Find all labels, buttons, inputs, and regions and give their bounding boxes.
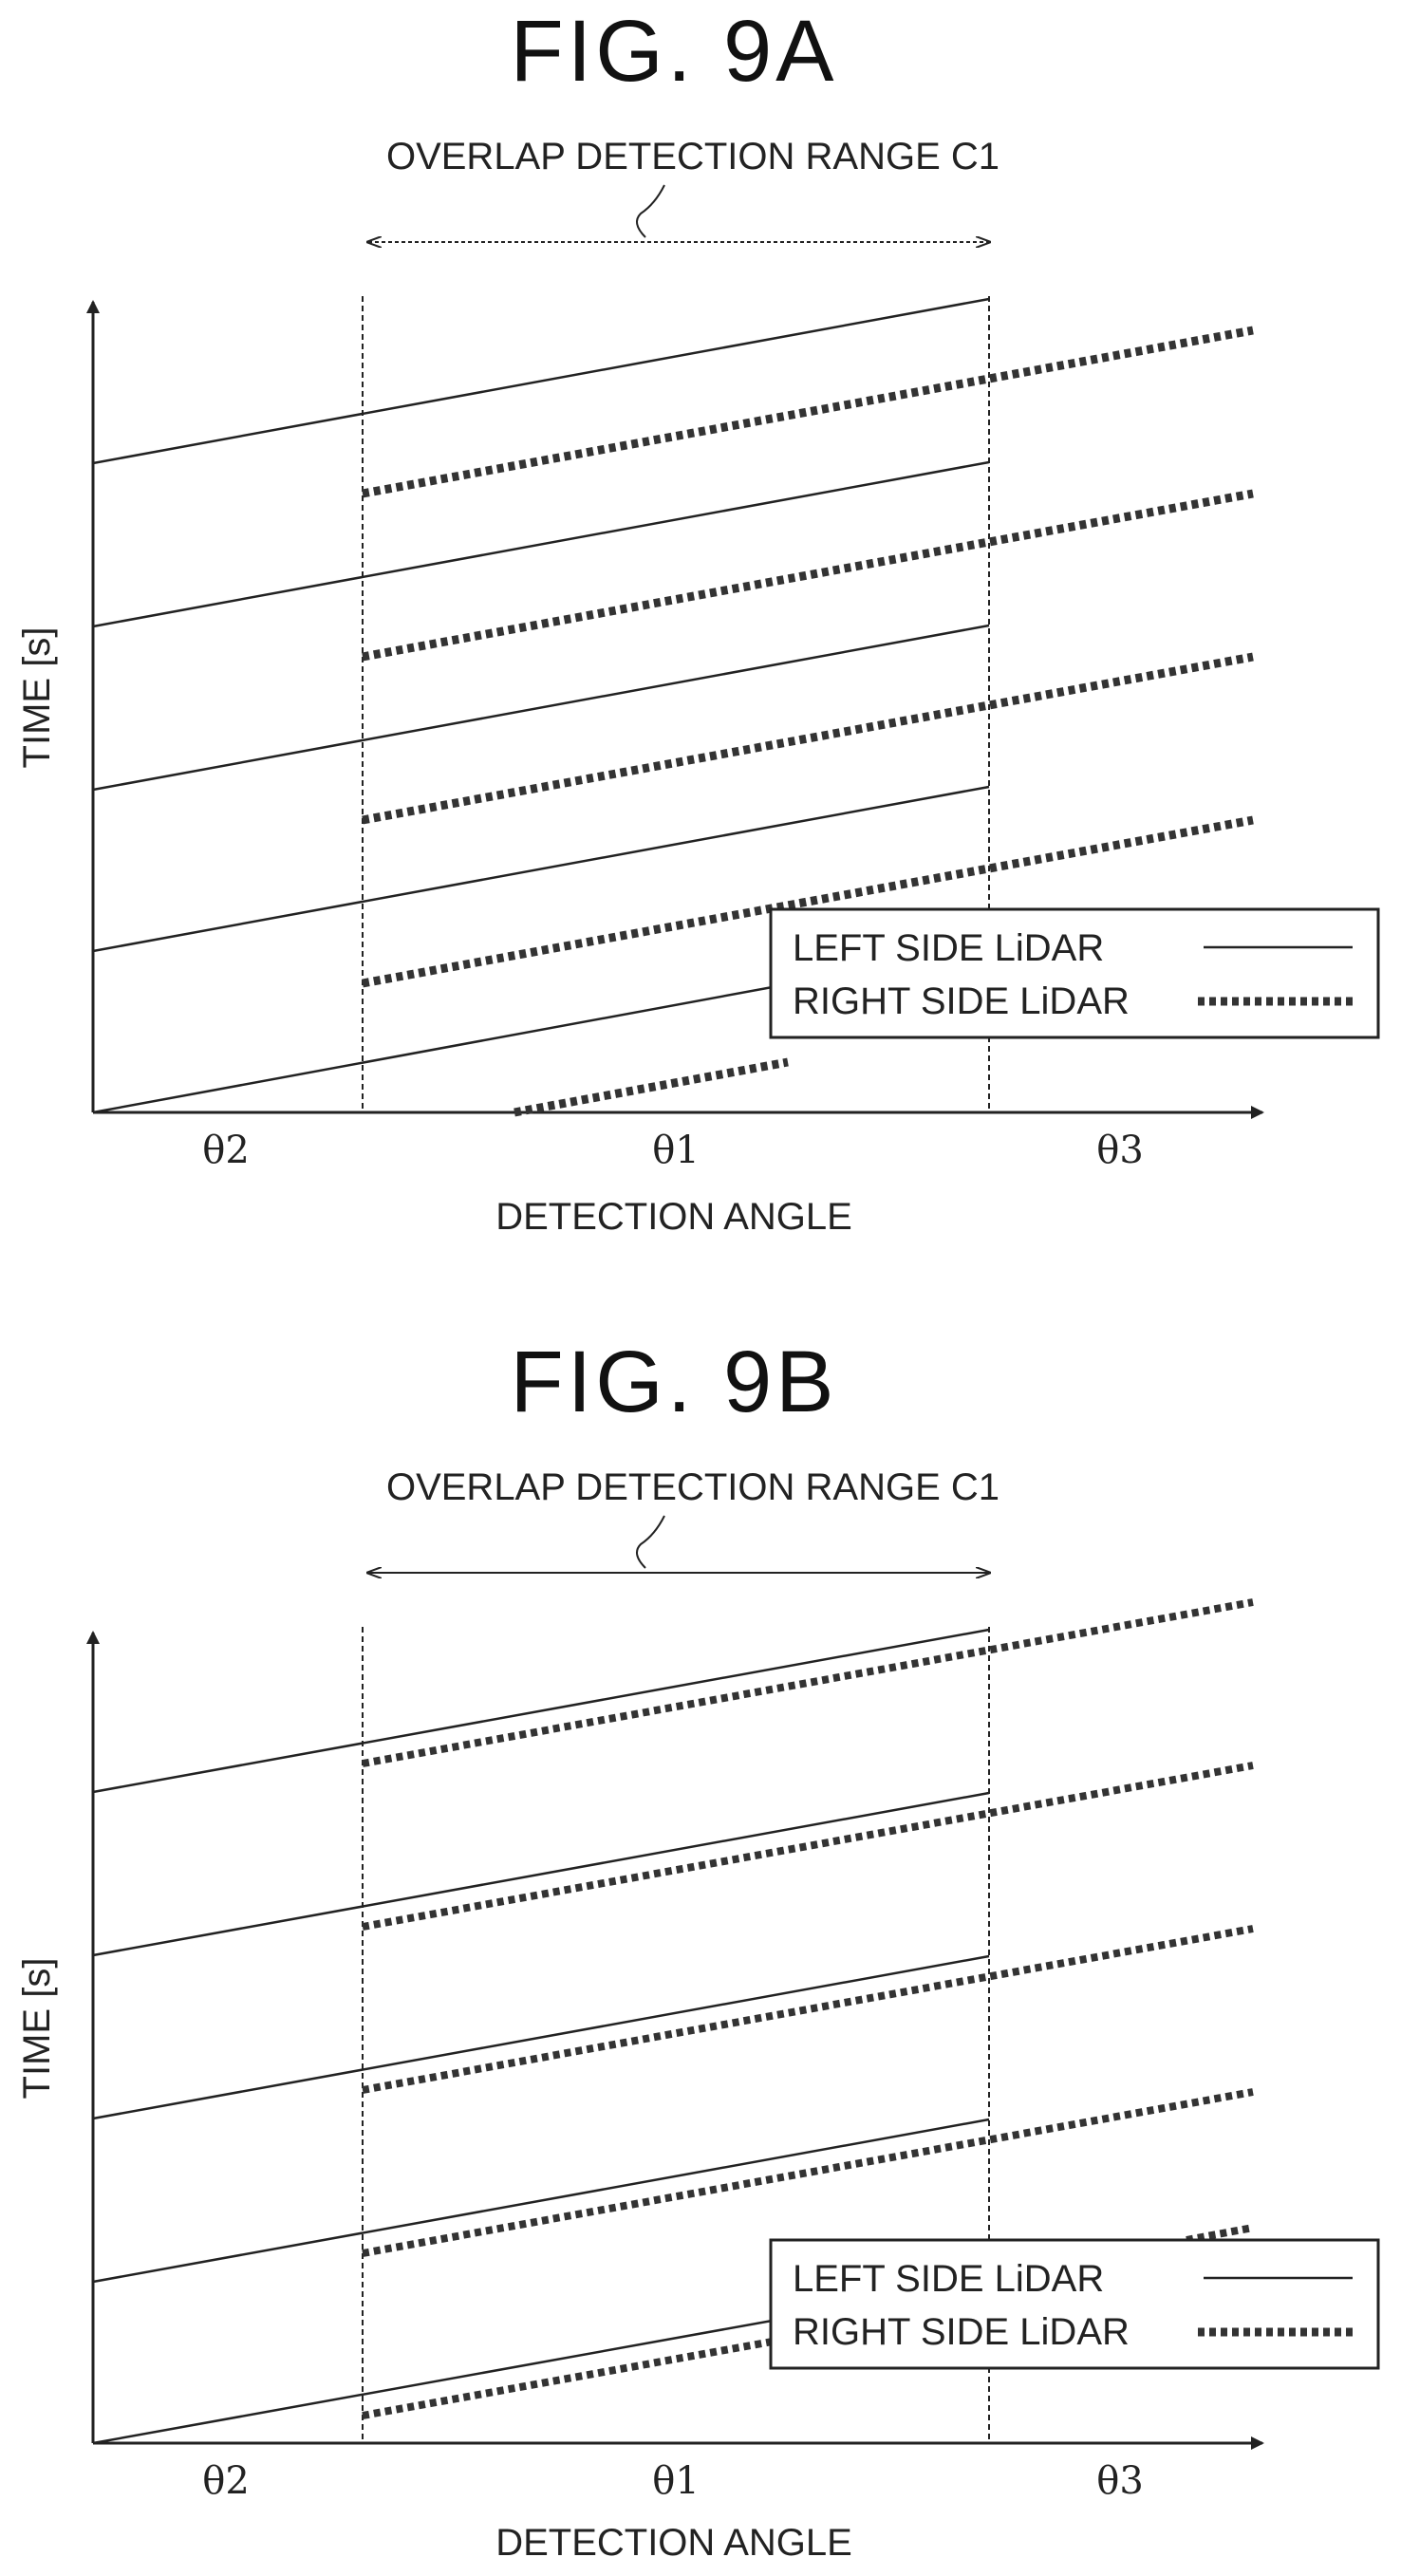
overlap-range-label: OVERLAP DETECTION RANGE C1 <box>386 1466 999 1508</box>
overlap-range-label: OVERLAP DETECTION RANGE C1 <box>386 136 999 177</box>
figure-9b: FIG. 9B OVERLAP DETECTION RANGE C1 <box>16 1334 1380 2564</box>
legend-box <box>769 2238 1380 2370</box>
right-scan-line <box>362 2335 789 2419</box>
x-axis-label: DETECTION ANGLE <box>495 2522 852 2564</box>
left-lidar-scan-lines <box>92 1628 990 2445</box>
left-scan-line <box>92 1954 990 2120</box>
right-scan-line <box>362 1925 1254 2094</box>
region-label-theta1: θ1 <box>652 2459 700 2503</box>
legend-label-right-lidar: RIGHT SIDE LiDAR <box>793 980 1130 1022</box>
legend: LEFT SIDE LiDAR RIGHT SIDE LiDAR <box>769 907 1380 1039</box>
range-leader-line <box>636 1515 665 1569</box>
right-scan-line <box>362 652 1254 825</box>
left-scan-line <box>92 785 990 953</box>
right-lidar-scan-lines <box>362 1598 1254 2419</box>
right-scan-line <box>362 2088 1254 2257</box>
left-scan-line <box>92 1791 990 1957</box>
figure-title: FIG. 9A <box>511 3 838 100</box>
figure-title: FIG. 9B <box>511 1334 838 1430</box>
x-axis-label: DETECTION ANGLE <box>495 1196 852 1238</box>
y-axis-label: TIME [s] <box>16 1958 58 2100</box>
legend: LEFT SIDE LiDAR RIGHT SIDE LiDAR <box>769 2238 1380 2370</box>
y-axis-label: TIME [s] <box>16 627 58 769</box>
region-label-theta3: θ3 <box>1096 1129 1144 1172</box>
legend-box <box>769 907 1380 1039</box>
right-scan-line <box>362 1598 1254 1767</box>
left-scan-line <box>92 297 990 465</box>
legend-label-right-lidar: RIGHT SIDE LiDAR <box>793 2311 1130 2353</box>
legend-label-left-lidar: LEFT SIDE LiDAR <box>793 927 1104 969</box>
right-scan-line <box>362 489 1254 662</box>
right-scan-line <box>362 1762 1254 1931</box>
figure-9a: FIG. 9A OVERLAP DETECTION RANGE C1 <box>16 3 1380 1238</box>
region-label-theta3: θ3 <box>1096 2459 1144 2503</box>
region-label-theta2: θ2 <box>202 1129 250 1172</box>
region-label-theta2: θ2 <box>202 2459 250 2503</box>
right-scan-line <box>362 815 1254 988</box>
right-lidar-scan-lines <box>362 326 1254 1117</box>
left-scan-line <box>92 460 990 628</box>
left-scan-line <box>92 2316 789 2445</box>
left-lidar-scan-lines <box>92 297 990 1114</box>
left-scan-line <box>92 982 789 1114</box>
range-leader-line <box>636 184 665 238</box>
right-scan-line <box>514 1057 789 1117</box>
right-scan-line <box>362 326 1254 498</box>
left-scan-line <box>92 624 990 792</box>
left-scan-line <box>92 1628 990 1794</box>
legend-label-left-lidar: LEFT SIDE LiDAR <box>793 2258 1104 2300</box>
left-scan-line <box>92 2118 990 2284</box>
region-label-theta1: θ1 <box>652 1129 700 1172</box>
right-scan-line <box>1186 2224 1254 2244</box>
